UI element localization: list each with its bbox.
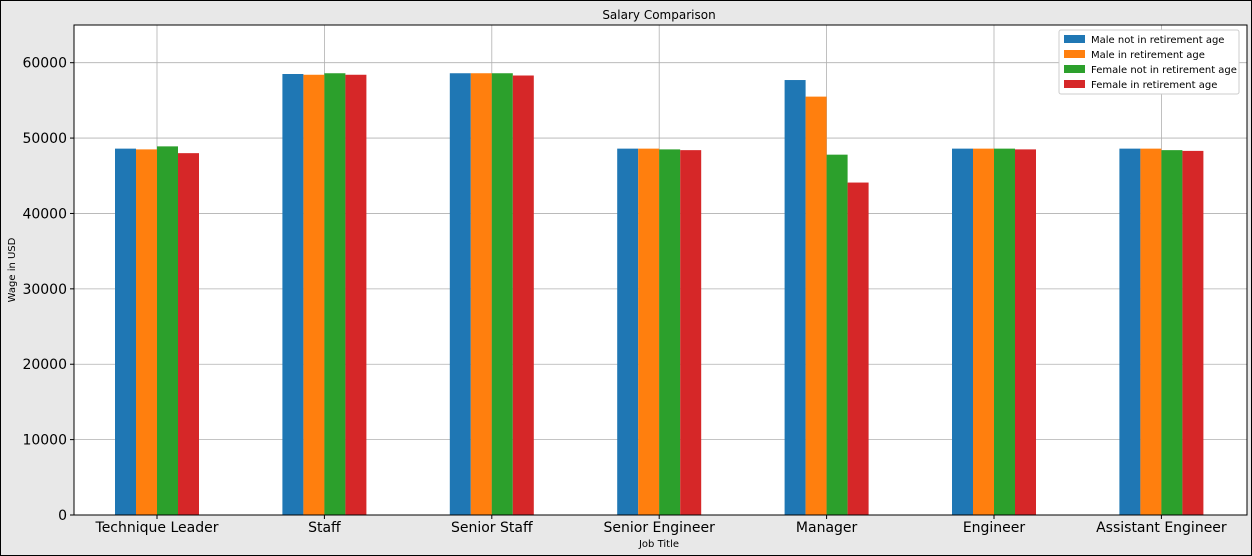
bar xyxy=(470,73,492,515)
bar xyxy=(952,148,973,515)
bar xyxy=(115,148,136,515)
bar xyxy=(512,75,534,515)
bar xyxy=(680,150,702,515)
bar xyxy=(136,149,157,515)
legend: Male not in retirement age Male in retire… xyxy=(1058,29,1240,95)
bar xyxy=(1161,150,1183,515)
bar xyxy=(1119,148,1141,515)
bar xyxy=(491,73,513,515)
x-tick-label: Senior Staff xyxy=(451,520,533,536)
legend-entry-label: Male not in retirement age xyxy=(1091,35,1224,46)
x-axis-ticks: Technique Leader Staff Senior Staff Senior … xyxy=(95,515,1227,536)
plot-frame xyxy=(73,24,1248,516)
y-tick-label: 50000 xyxy=(22,131,67,147)
y-axis-ticks: 0 10000 20000 30000 40000 50000 60000 xyxy=(22,56,74,524)
legend-swatch xyxy=(1064,50,1085,58)
y-axis-label: Wage in USD xyxy=(7,237,18,302)
legend-swatch xyxy=(1064,35,1085,43)
bar xyxy=(345,74,367,515)
legend-box xyxy=(1058,29,1240,95)
chart-title: Salary Comparison xyxy=(602,8,715,22)
x-tick-label: Engineer xyxy=(963,520,1026,536)
y-tick-label: 60000 xyxy=(22,56,67,72)
bar xyxy=(847,182,869,516)
y-tick-label: 0 xyxy=(58,508,67,524)
bar xyxy=(784,80,806,516)
x-tick-label: Senior Engineer xyxy=(604,520,716,536)
bar xyxy=(449,73,471,515)
bar xyxy=(303,74,325,515)
bar xyxy=(973,148,994,515)
bar xyxy=(1182,150,1204,515)
y-tick-label: 20000 xyxy=(22,357,67,373)
bar xyxy=(157,146,178,515)
legend-swatch xyxy=(1064,80,1085,88)
legend-entry-label: Female not in retirement age xyxy=(1091,65,1237,76)
x-tick-label: Technique Leader xyxy=(95,520,219,536)
bar xyxy=(826,154,848,515)
bar xyxy=(1140,148,1162,515)
bars xyxy=(115,73,1204,516)
bar xyxy=(282,74,304,515)
legend-swatch xyxy=(1064,65,1085,73)
y-tick-label: 10000 xyxy=(22,433,67,449)
bar xyxy=(994,148,1015,515)
bar xyxy=(324,73,346,515)
x-axis-label: Job Title xyxy=(638,539,679,550)
bar xyxy=(178,153,199,515)
legend-entry-label: Female in retirement age xyxy=(1091,80,1217,91)
y-tick-label: 40000 xyxy=(22,206,67,222)
legend-entry-label: Male in retirement age xyxy=(1091,50,1205,61)
bar xyxy=(659,149,681,515)
bar xyxy=(617,148,639,515)
y-tick-label: 30000 xyxy=(22,282,67,298)
bar xyxy=(805,96,827,515)
bar xyxy=(1015,149,1036,515)
x-tick-label: Staff xyxy=(308,520,341,536)
x-tick-label: Assistant Engineer xyxy=(1096,520,1227,536)
bar xyxy=(638,148,660,515)
x-tick-label: Manager xyxy=(796,520,858,536)
